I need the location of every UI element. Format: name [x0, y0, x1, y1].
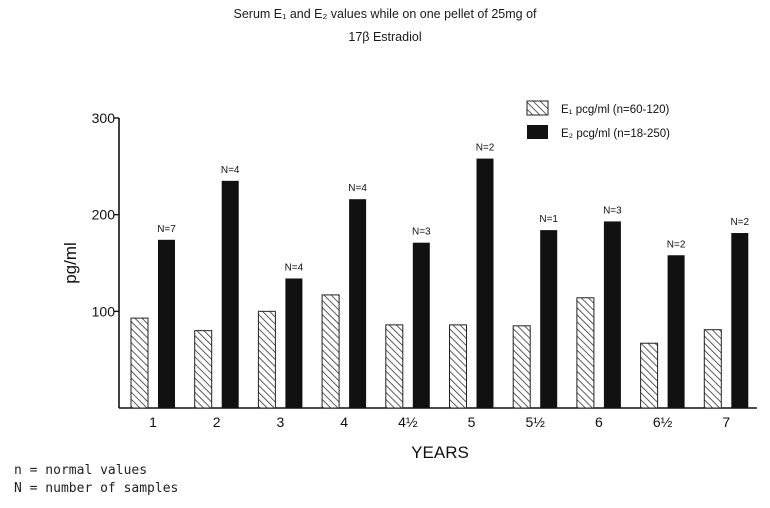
x-tick-label: 2 — [213, 414, 221, 430]
footnotes: n = normal values N = number of samples — [14, 462, 178, 498]
legend-swatch-e2 — [527, 125, 548, 139]
sample-count-label: N=4 — [285, 262, 304, 273]
x-tick-label: 6 — [595, 414, 603, 430]
bar-e1 — [257, 310, 276, 409]
x-tick-label: 1 — [149, 414, 157, 430]
chart-title-line-2: 17β Estradiol — [348, 30, 422, 44]
bar-e2 — [476, 158, 494, 408]
sample-count-label: N=2 — [476, 143, 495, 154]
legend-swatch-e1 — [526, 100, 549, 116]
footnote-normal-values: n = normal values — [14, 463, 148, 478]
sample-count-label: N=4 — [348, 183, 367, 194]
bar-e1 — [640, 342, 659, 409]
x-tick-label: 3 — [277, 414, 285, 430]
x-tick-label: 4 — [340, 414, 348, 430]
bar-e1 — [194, 330, 213, 409]
bar-e2 — [349, 199, 367, 408]
y-tick-label: 100 — [92, 303, 116, 319]
x-tick-label: 5½ — [525, 414, 545, 430]
chart-title-line-1: Serum E₁ and E₂ values while on one pell… — [233, 7, 537, 21]
bar-e2 — [667, 255, 685, 408]
y-axis-label: pg/ml — [61, 242, 80, 284]
y-tick-label: 200 — [92, 207, 116, 223]
x-tick-label: 4½ — [398, 414, 418, 430]
sample-count-label: N=3 — [603, 205, 622, 216]
y-tick-label: 300 — [92, 110, 116, 126]
legend-label-e1: E₁ pcg/ml (n=60-120) — [561, 104, 670, 116]
sample-count-label: N=3 — [412, 227, 431, 238]
legend-label-e2: E₂ pcg/ml (n=18-250) — [561, 128, 670, 140]
sample-count-label: N=2 — [730, 217, 749, 228]
sample-count-label: N=7 — [157, 224, 176, 235]
bar-e1 — [385, 324, 404, 409]
x-tick-label: 7 — [722, 414, 730, 430]
bar-e1 — [449, 324, 467, 409]
x-tick-label: 6½ — [653, 414, 673, 430]
chart-bars — [130, 158, 749, 409]
bar-e2 — [603, 221, 621, 408]
bar-e1 — [130, 317, 149, 409]
bar-e2 — [221, 180, 239, 408]
bar-e1 — [512, 325, 531, 409]
footnote-number-of-samples: N = number of samples — [14, 481, 179, 496]
bar-e1 — [321, 294, 340, 409]
chart-legend: E₁ pcg/ml (n=60-120) E₂ pcg/ml (n=18-250) — [526, 100, 670, 140]
bar-e2 — [731, 233, 749, 408]
bar-e1 — [576, 297, 595, 409]
sample-count-label: N=2 — [667, 239, 686, 250]
sample-count-label: N=4 — [221, 165, 240, 176]
x-axis-label: YEARS — [411, 443, 469, 462]
bar-e2 — [412, 242, 430, 408]
sample-count-label: N=1 — [539, 214, 558, 225]
bar-e2 — [540, 230, 558, 408]
bar-e2 — [285, 278, 303, 408]
bar-e2 — [158, 239, 175, 408]
x-tick-label: 5 — [468, 414, 476, 430]
bar-e1 — [703, 329, 722, 409]
chart-labels: 1 N=7 2 N=4 3 N=4 4 N=4 4½ N=3 5 N=2 5½ N=1 6 N=3 6½ N=2 7… — [149, 143, 749, 430]
